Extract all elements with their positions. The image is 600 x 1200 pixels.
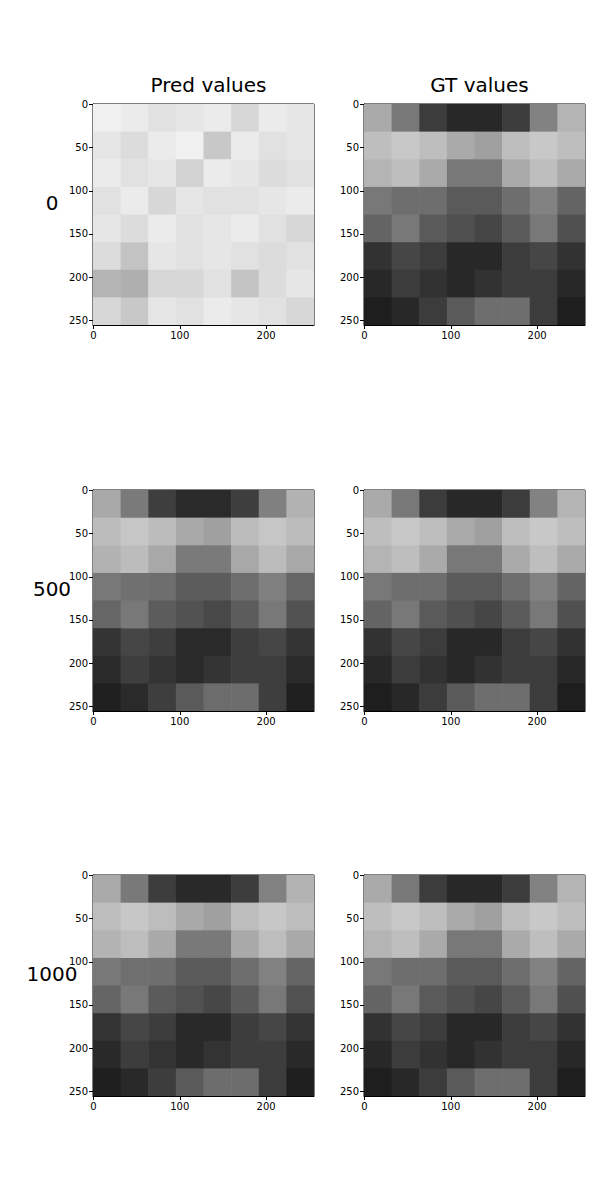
svg-text:150: 150 — [69, 228, 88, 239]
svg-text:0: 0 — [361, 1101, 367, 1112]
svg-text:250: 250 — [340, 315, 359, 326]
svg-text:100: 100 — [170, 716, 189, 727]
svg-text:Pred values: Pred values — [151, 73, 267, 97]
svg-text:200: 200 — [528, 716, 547, 727]
svg-text:200: 200 — [69, 272, 88, 283]
svg-text:0: 0 — [361, 716, 367, 727]
svg-text:150: 150 — [340, 614, 359, 625]
svg-text:50: 50 — [346, 528, 359, 539]
svg-text:100: 100 — [441, 1101, 460, 1112]
svg-text:0: 0 — [90, 1101, 96, 1112]
svg-text:250: 250 — [340, 701, 359, 712]
svg-text:0: 0 — [46, 191, 59, 215]
svg-text:0: 0 — [353, 870, 359, 881]
svg-text:250: 250 — [69, 701, 88, 712]
svg-text:0: 0 — [90, 716, 96, 727]
svg-text:0: 0 — [90, 330, 96, 341]
svg-text:200: 200 — [69, 658, 88, 669]
svg-text:150: 150 — [69, 614, 88, 625]
svg-text:200: 200 — [257, 330, 276, 341]
svg-text:250: 250 — [340, 1086, 359, 1097]
svg-text:200: 200 — [340, 1043, 359, 1054]
svg-text:100: 100 — [340, 956, 359, 967]
svg-text:50: 50 — [75, 142, 88, 153]
svg-text:100: 100 — [69, 185, 88, 196]
svg-text:0: 0 — [361, 330, 367, 341]
svg-text:100: 100 — [441, 716, 460, 727]
svg-text:0: 0 — [82, 870, 88, 881]
svg-text:200: 200 — [528, 1101, 547, 1112]
svg-text:1000: 1000 — [27, 962, 78, 986]
svg-text:0: 0 — [82, 99, 88, 110]
svg-text:100: 100 — [170, 1101, 189, 1112]
svg-text:200: 200 — [528, 330, 547, 341]
svg-text:50: 50 — [75, 528, 88, 539]
svg-text:200: 200 — [340, 658, 359, 669]
svg-text:200: 200 — [257, 716, 276, 727]
svg-text:50: 50 — [75, 913, 88, 924]
svg-text:150: 150 — [69, 999, 88, 1010]
svg-text:500: 500 — [33, 577, 71, 601]
svg-text:100: 100 — [340, 571, 359, 582]
svg-text:GT values: GT values — [430, 73, 528, 97]
svg-text:200: 200 — [69, 1043, 88, 1054]
svg-text:100: 100 — [441, 330, 460, 341]
svg-text:250: 250 — [69, 315, 88, 326]
svg-text:100: 100 — [69, 571, 88, 582]
svg-text:100: 100 — [340, 185, 359, 196]
svg-text:50: 50 — [346, 142, 359, 153]
svg-text:150: 150 — [340, 228, 359, 239]
svg-text:0: 0 — [353, 99, 359, 110]
svg-text:150: 150 — [340, 999, 359, 1010]
svg-text:0: 0 — [353, 485, 359, 496]
svg-text:50: 50 — [346, 913, 359, 924]
svg-text:100: 100 — [170, 330, 189, 341]
svg-text:0: 0 — [82, 485, 88, 496]
svg-text:200: 200 — [257, 1101, 276, 1112]
svg-text:250: 250 — [69, 1086, 88, 1097]
svg-text:200: 200 — [340, 272, 359, 283]
